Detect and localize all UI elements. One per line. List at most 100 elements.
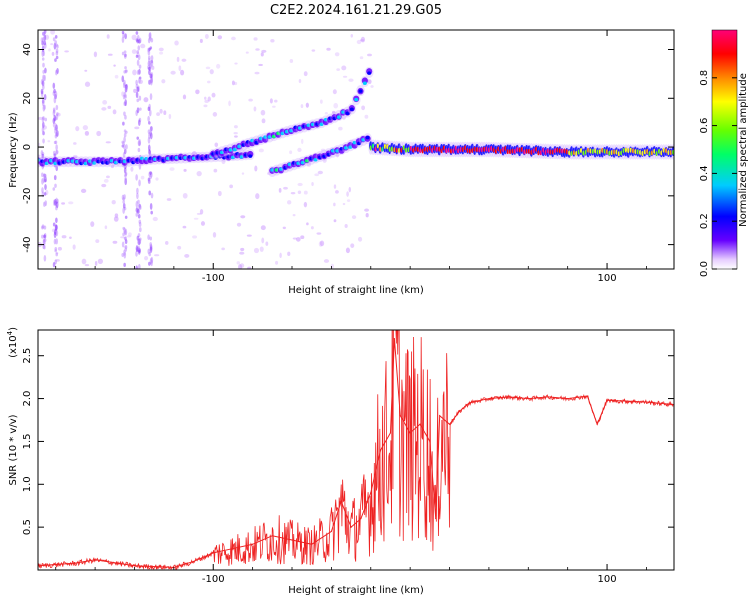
heatmap-cell (54, 140, 58, 145)
heatmap-cell (407, 147, 410, 153)
snr-point (399, 415, 401, 417)
heatmap-cell (350, 33, 354, 38)
heatmap-cell (624, 147, 628, 153)
heatmap-cell (255, 48, 260, 51)
heatmap-cell (356, 39, 362, 45)
heatmap-cell (497, 146, 500, 152)
heatmap-cell (667, 150, 670, 156)
heatmap-cell (123, 136, 126, 143)
heatmap-cell (426, 147, 429, 152)
heatmap-cell (298, 79, 302, 84)
heatmap-cell (235, 151, 240, 156)
heatmap-cell (42, 69, 45, 74)
heatmap-cell (161, 79, 166, 84)
heatmap-cell (84, 69, 88, 72)
heatmap-cell (95, 239, 100, 243)
heatmap-cell (138, 64, 142, 69)
heatmap-cell (245, 51, 249, 54)
y-tick-label: 0.5 (22, 519, 33, 535)
heatmap-cell (149, 236, 153, 241)
snr-point (291, 539, 293, 541)
heatmap-cell (149, 62, 152, 69)
heatmap-cell (73, 142, 77, 145)
heatmap-cell (289, 150, 293, 155)
heatmap-cell (148, 66, 151, 71)
heatmap-cell (138, 138, 142, 146)
heatmap-cell (655, 151, 658, 157)
heatmap-cell (276, 131, 281, 136)
heatmap-cell (54, 259, 58, 265)
heatmap-cell (310, 226, 314, 230)
heatmap-cell (400, 147, 403, 153)
heatmap-cell (260, 225, 266, 231)
heatmap-cell (217, 154, 222, 159)
heatmap-cell (123, 132, 127, 138)
heatmap-cell (309, 156, 314, 161)
heatmap-cell (139, 156, 144, 161)
heatmap-cell (96, 130, 102, 137)
heatmap-cell (124, 215, 128, 219)
heatmap-cell (152, 157, 157, 161)
heatmap-cell (292, 237, 298, 240)
heatmap-cell (149, 171, 152, 175)
heatmap-cell (124, 99, 127, 107)
heatmap-cell (231, 36, 236, 41)
heatmap-cell (312, 153, 319, 160)
heatmap-cell (207, 80, 211, 84)
heatmap-cell (383, 144, 387, 149)
heatmap-cell (152, 216, 158, 222)
heatmap-cell (42, 50, 46, 57)
heatmap-cell (53, 161, 58, 166)
heatmap-cell (539, 150, 542, 156)
snr-y-label: SNR (10 * v/v) (8, 414, 19, 485)
heatmap-cell (136, 69, 140, 75)
heatmap-cell (150, 38, 154, 43)
heatmap-cell (212, 232, 217, 238)
heatmap-cell (608, 150, 611, 156)
heatmap-cell (289, 128, 294, 133)
heatmap-cell (464, 145, 467, 151)
heatmap-cell (317, 155, 322, 160)
heatmap-cell (196, 171, 202, 177)
spectrogram-frame (37, 29, 675, 270)
heatmap-cell (124, 33, 127, 40)
snr-point (468, 402, 470, 404)
heatmap-cell (137, 239, 140, 245)
heatmap-cell (135, 91, 139, 99)
heatmap-cell (361, 105, 366, 111)
heatmap-cell (442, 145, 446, 151)
heatmap-cell (123, 111, 126, 116)
heatmap-cell (544, 150, 547, 155)
heatmap-cell (485, 146, 488, 152)
heatmap-cell (445, 148, 448, 154)
heatmap-cell (254, 165, 258, 172)
heatmap-cell (412, 147, 415, 153)
heatmap-cell (54, 35, 58, 39)
heatmap-cell (49, 158, 53, 163)
heatmap-cell (272, 105, 276, 108)
heatmap-cell (546, 148, 550, 154)
heatmap-cell (333, 219, 337, 223)
heatmap-cell (139, 237, 142, 241)
heatmap-cell (603, 148, 606, 154)
heatmap-cell (55, 150, 59, 155)
heatmap-cell (53, 175, 57, 181)
heatmap-cell (126, 158, 131, 163)
heatmap-cell (121, 241, 125, 248)
heatmap-cell (68, 201, 74, 205)
svg-text:(x104): (x104) (6, 327, 19, 358)
heatmap-cell (100, 161, 105, 165)
heatmap-cell (57, 161, 62, 165)
heatmap-cell (182, 225, 187, 229)
spectrogram-x-ticks: -100 100 (55, 30, 647, 284)
heatmap-cell (135, 174, 138, 181)
heatmap-cell (284, 129, 289, 134)
heatmap-cell (348, 78, 354, 82)
heatmap-cell (56, 68, 59, 75)
snr-point (419, 423, 421, 425)
heatmap-cell (196, 212, 202, 215)
heatmap-cell (93, 51, 98, 58)
heatmap-cell (149, 242, 152, 247)
heatmap-cell (261, 49, 267, 53)
